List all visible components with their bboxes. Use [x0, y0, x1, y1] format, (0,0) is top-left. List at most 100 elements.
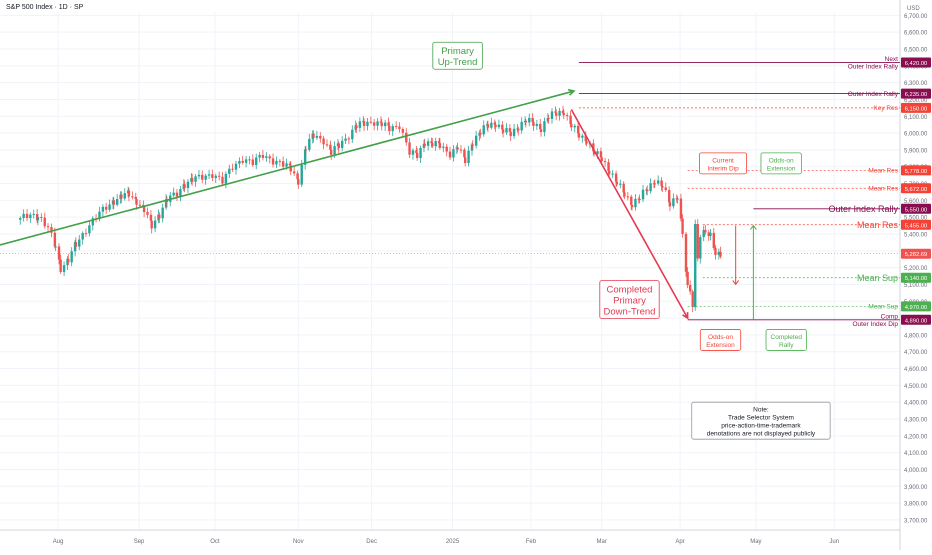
candle-body	[430, 141, 433, 144]
candle-body	[482, 125, 485, 135]
y-tick-label: 6,200.00	[904, 98, 928, 104]
level-name: Mean Res	[868, 168, 898, 175]
candle-body	[228, 168, 231, 174]
candle-body	[387, 122, 390, 126]
candle-body	[570, 124, 573, 128]
projection-arrow-up-head	[749, 224, 757, 230]
x-tick-label: Aug	[53, 539, 64, 545]
annotation-box	[432, 41, 483, 70]
y-tick-label: 6,300.00	[904, 81, 928, 87]
candle-body	[664, 187, 667, 191]
candle-body	[388, 125, 391, 132]
candle-body	[271, 158, 275, 165]
level-price-tag	[901, 88, 931, 99]
x-tick-label: Feb	[526, 539, 537, 545]
x-tick-label: Oct	[210, 539, 220, 545]
x-tick-label: Mar	[597, 539, 607, 545]
candle-body	[479, 132, 482, 135]
candle-body	[369, 121, 373, 123]
candle-body	[333, 146, 336, 155]
candle-body	[300, 164, 303, 185]
candle-body	[676, 198, 679, 200]
level-name: Mean Res	[868, 186, 898, 193]
candle-body	[419, 147, 422, 159]
level-name: Outer Index Rally	[828, 204, 898, 214]
candle-body	[501, 129, 505, 133]
candle-body	[490, 122, 493, 128]
candle-body	[32, 213, 35, 215]
level-price-tag	[901, 183, 931, 194]
candle-body	[127, 190, 131, 197]
candle-body	[380, 122, 383, 127]
candle-body	[251, 159, 255, 165]
candle-body	[258, 154, 261, 158]
candle-body	[248, 159, 251, 161]
y-tick-label: 5,500.00	[904, 216, 928, 222]
candle-body	[84, 233, 88, 235]
candle-body	[194, 176, 197, 182]
last-price-label: 5,282.69	[905, 252, 928, 258]
candle-body	[297, 179, 300, 185]
candle-body	[138, 204, 142, 206]
candle-body	[615, 181, 619, 185]
candle-body	[565, 115, 569, 117]
annotation-text: Primary	[441, 46, 474, 57]
candle-body	[394, 126, 398, 128]
candle-body	[668, 202, 672, 207]
level-price-label: 5,455.00	[905, 223, 928, 229]
candle-body	[211, 174, 214, 178]
annotation-box	[760, 152, 802, 175]
candle-body	[699, 237, 702, 259]
candle-body	[261, 154, 265, 158]
candle-body	[172, 192, 175, 196]
candle-body	[709, 232, 712, 237]
candle-body	[607, 162, 610, 172]
candle-body	[603, 161, 607, 163]
candle-body	[517, 128, 520, 131]
candle-body	[547, 118, 550, 120]
level-name: Mean Sup	[868, 304, 898, 311]
candle-body	[265, 156, 268, 158]
candle-body	[312, 133, 315, 138]
candle-body	[78, 239, 81, 247]
candle-body	[661, 186, 664, 188]
level-price-tag	[901, 301, 931, 312]
annotation-text: Trade Selector System	[728, 415, 794, 422]
candle-body	[543, 121, 546, 132]
y-tick-label: 5,400.00	[904, 233, 928, 239]
candle-body	[558, 110, 561, 116]
candle-body	[146, 211, 149, 215]
candle-body	[611, 173, 614, 175]
y-tick-label: 6,600.00	[904, 31, 928, 37]
candle-body	[434, 141, 437, 147]
annotation-callout: Note:Trade Selector Systemprice-action-t…	[691, 401, 831, 440]
level-name: Mean Res	[857, 220, 899, 230]
candle-body	[19, 218, 22, 220]
candle-body	[505, 128, 508, 133]
candle-body	[681, 218, 684, 234]
candle-body	[74, 242, 78, 247]
candle-body	[281, 161, 285, 167]
candle-body	[347, 138, 351, 140]
candle-body	[108, 204, 111, 210]
level-name: Outer Index Rally	[848, 91, 899, 98]
candle-body	[576, 125, 580, 134]
trendline-arrowhead	[567, 88, 576, 96]
level-price-tag	[901, 272, 931, 283]
candle-body	[561, 110, 565, 114]
annotation-text: Odds-on	[708, 334, 733, 341]
candle-body	[391, 126, 394, 132]
x-tick-label: Sep	[134, 539, 145, 545]
candle-body	[600, 157, 603, 162]
candle-body	[474, 135, 478, 146]
candle-body	[36, 217, 40, 221]
candle-body	[452, 149, 455, 158]
candle-body	[577, 133, 581, 138]
candle-body	[694, 224, 697, 308]
candle-body	[40, 217, 43, 219]
level-name: Outer Index Rally	[848, 63, 899, 70]
level-name: Mean Sup	[857, 273, 898, 283]
candle-body	[296, 173, 299, 180]
candle-body	[315, 135, 319, 138]
